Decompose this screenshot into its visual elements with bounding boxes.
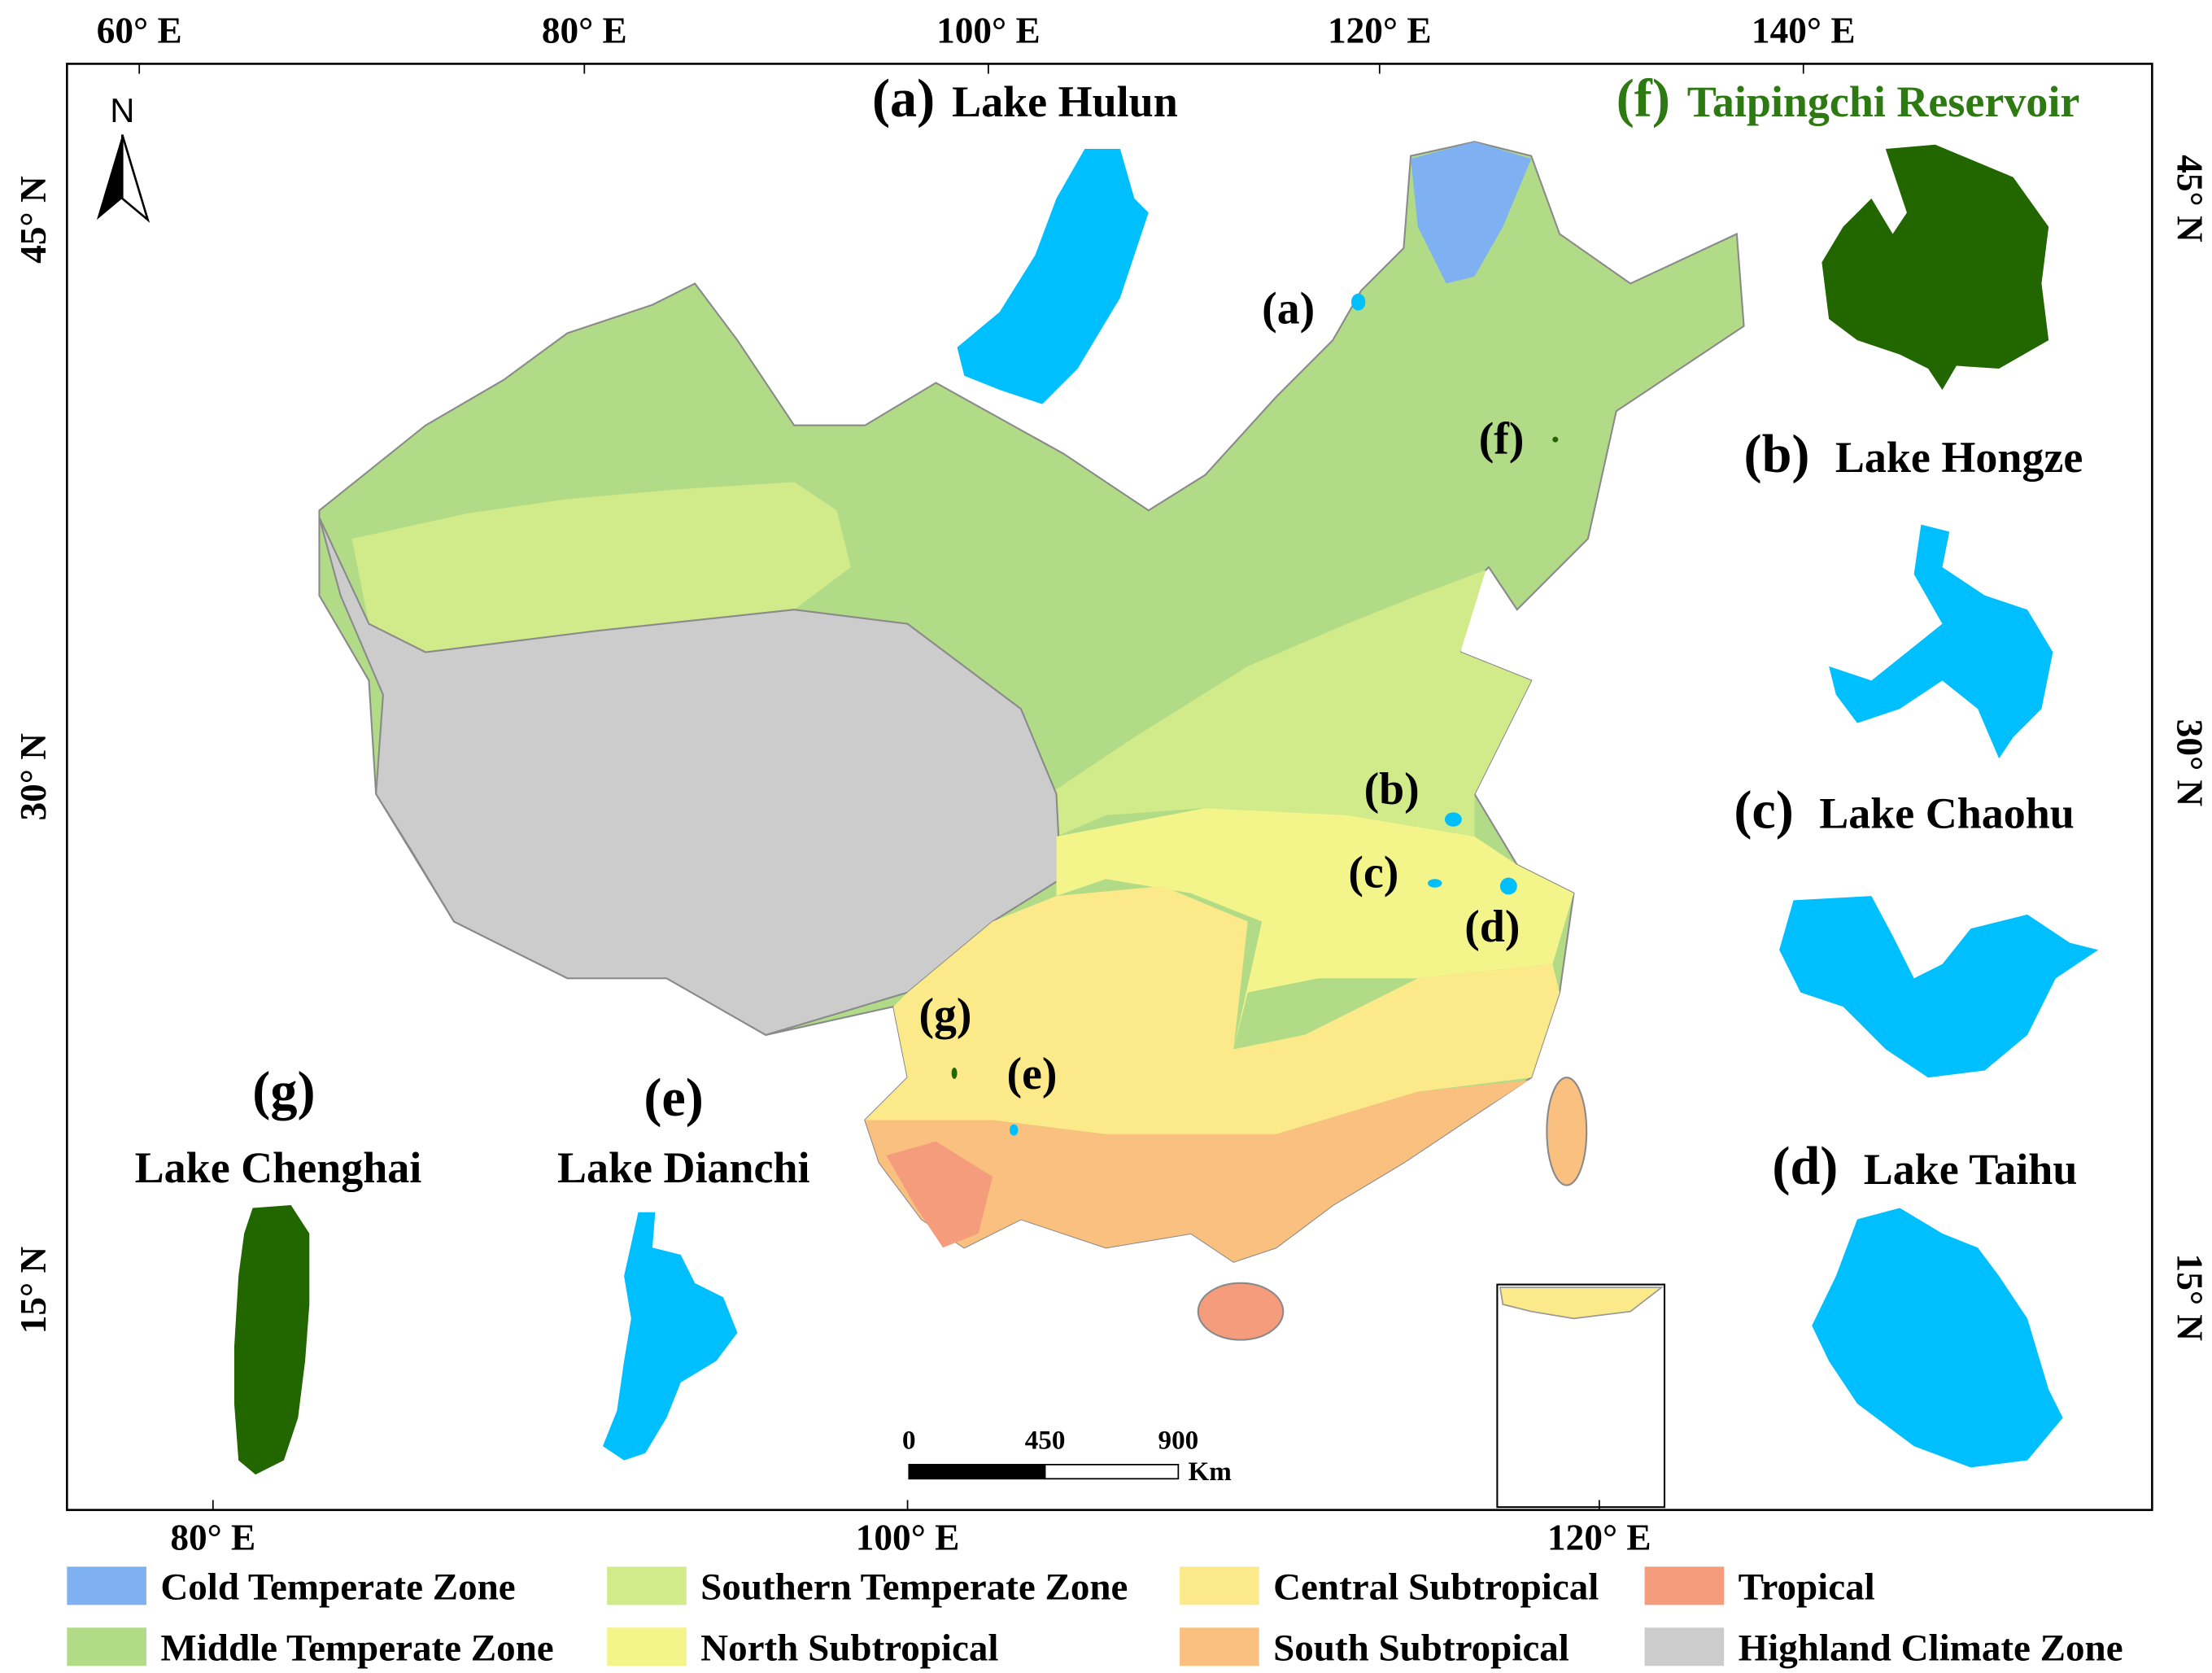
map-marker: (c) (1348, 848, 1398, 898)
lake-shape (1822, 144, 2049, 391)
legend-swatch (1180, 1566, 1259, 1605)
inset-title: (d) Lake Taihu (1772, 1137, 2077, 1196)
lake-shape (233, 1205, 310, 1475)
lake-shape (957, 148, 1149, 404)
legend-label: Middle Temperate Zone (160, 1627, 553, 1669)
map-marker: (d) (1464, 902, 1520, 952)
map-marker: (e) (1007, 1049, 1058, 1099)
inset-name: Lake Chenghai (135, 1143, 422, 1192)
bottom-axis-label: 120° E (1547, 1517, 1651, 1557)
inset-title: (b) Lake Hongze (1744, 425, 2083, 484)
legend-label: Southern Temperate Zone (700, 1566, 1128, 1608)
legend-swatch (607, 1627, 687, 1666)
zone-tropical-hainan (1197, 1282, 1285, 1341)
legend-label: Tropical (1739, 1566, 1875, 1608)
scale-unit: Km (1189, 1457, 1232, 1487)
scale-tick: 900 (1158, 1426, 1199, 1456)
map-marker: (a) (1262, 283, 1315, 334)
legend: Cold Temperate Zone Southern Temperate Zo… (67, 1566, 2123, 1669)
inset-name: Lake Dianchi (557, 1143, 810, 1192)
legend-label: North Subtropical (700, 1627, 998, 1669)
legend-swatch (67, 1627, 146, 1666)
zone-southern-temperate-east (1049, 570, 1532, 836)
south-sea-box (1496, 1283, 1666, 1509)
bottom-axis-label: 80° E (170, 1517, 255, 1557)
inset-label: (g) (252, 1062, 315, 1121)
top-axis-label: 100° E (936, 10, 1041, 50)
zone-cold-temperate (1411, 142, 1532, 284)
lake-point (1428, 879, 1442, 888)
right-axis-label: 15° N (2170, 1254, 2210, 1342)
lake-shape (1779, 896, 2099, 1078)
legend-label: South Subtropical (1273, 1627, 1569, 1669)
lake-shape (1829, 524, 2053, 759)
zones (318, 141, 1745, 1341)
scale-tick: 450 (1025, 1426, 1066, 1456)
map-marker: (g) (919, 989, 972, 1040)
inset-title: (a) Lake Hulun (872, 69, 1178, 129)
legend-label: Central Subtropical (1273, 1566, 1599, 1608)
bottom-axis-label: 100° E (856, 1517, 960, 1557)
scale-tick: 0 (902, 1426, 916, 1456)
lake-point (951, 1068, 958, 1079)
legend-swatch (67, 1566, 146, 1605)
zone-taiwan (1546, 1077, 1588, 1186)
legend-swatch (1644, 1627, 1725, 1666)
north-arrow: N (96, 91, 151, 223)
zone-tropical-mainland (886, 1141, 993, 1248)
zone-southern-temperate-west (351, 482, 851, 653)
inset-shapes (233, 144, 2099, 1475)
top-axis-label: 140° E (1752, 10, 1856, 50)
lake-point (1444, 812, 1462, 827)
left-axis-label: 30° N (13, 733, 54, 821)
legend-swatch (607, 1566, 687, 1605)
lake-shape (1812, 1208, 2063, 1468)
left-axis-label: 15° N (13, 1247, 54, 1334)
zone-central-subtropical (865, 885, 1560, 1134)
lake-point (1350, 293, 1366, 311)
south-sea-coast (1499, 1286, 1664, 1320)
legend-swatch (1644, 1566, 1725, 1605)
inset-label: (e) (644, 1068, 703, 1128)
lake-points (951, 293, 1559, 1136)
scale-bar: 0 450 900 Km (902, 1426, 1232, 1487)
map-marker: (f) (1479, 414, 1525, 465)
right-axis-label: 30° N (2170, 719, 2210, 807)
inset-title: (c) Lake Chaohu (1734, 781, 2074, 841)
top-axis-label: 80° E (542, 10, 627, 50)
legend-label: Highland Climate Zone (1739, 1627, 2123, 1669)
inset-title: (f) Taipingchi Reservoir (1616, 69, 2080, 129)
lake-point (1499, 877, 1517, 895)
legend-label: Cold Temperate Zone (160, 1566, 515, 1608)
top-axis-label: 120° E (1328, 10, 1432, 50)
lake-point (1552, 436, 1559, 443)
zone-south-subtropical (865, 1080, 1529, 1262)
axes: 60° E 80° E 100° E 120° E 140° E 80° E 100° E 1… (13, 10, 2210, 1557)
right-axis-label: 45° N (2170, 155, 2210, 242)
zone-north-subtropical (1056, 808, 1574, 1050)
lake-shape (602, 1212, 738, 1461)
legend-swatch (1180, 1627, 1259, 1666)
top-axis-label: 60° E (97, 10, 182, 50)
map-marker: (b) (1364, 764, 1420, 815)
lake-point (1010, 1124, 1019, 1136)
left-axis-label: 45° N (13, 176, 54, 264)
north-label: N (110, 91, 134, 129)
